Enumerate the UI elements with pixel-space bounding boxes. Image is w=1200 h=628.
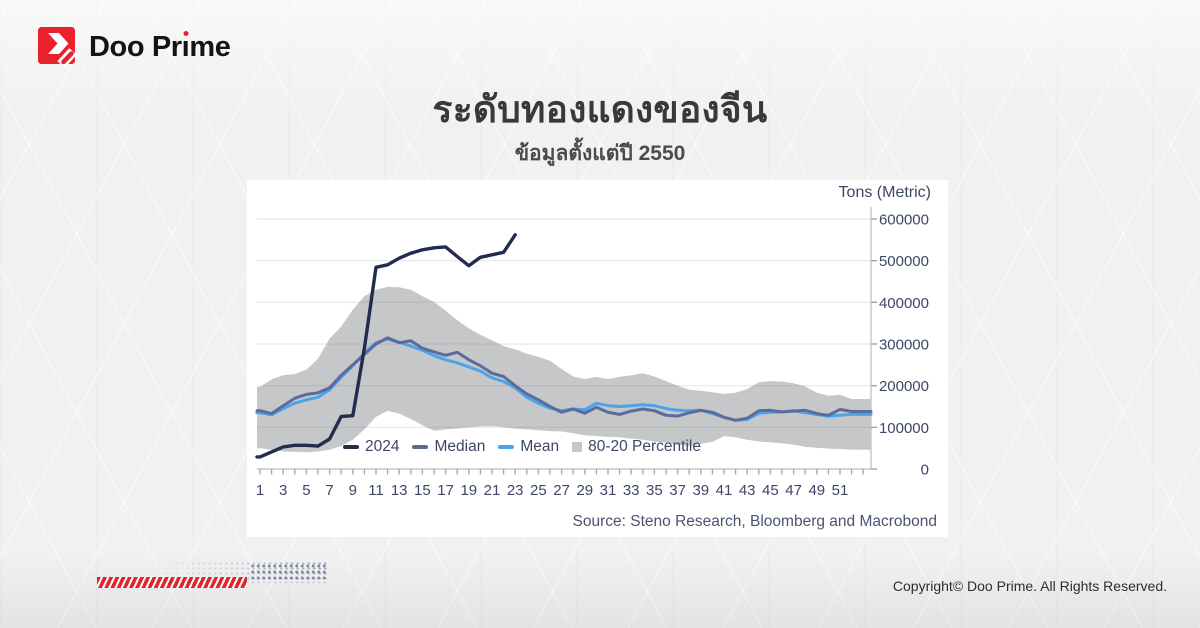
legend-item-median: Median (412, 438, 485, 456)
percentile-band (257, 286, 871, 453)
x-tick-label: 21 (484, 482, 501, 499)
legend-label: Mean (520, 438, 560, 455)
x-tick-label: 7 (325, 482, 333, 499)
copper-line-chart: 0 100000 200000 300000 400000 500000 600000 1 3 5… (247, 180, 948, 537)
dot-pattern-decoration-dense (250, 563, 326, 583)
legend-label: Median (434, 438, 486, 455)
legend-label: 2024 (365, 438, 400, 455)
legend-item-80-20-percentile: 80-20 Percentile (572, 438, 701, 456)
red-hatched-bar-decoration (97, 577, 247, 588)
x-tick-label: 41 (716, 482, 733, 499)
chart-panel: 0 100000 200000 300000 400000 500000 600000 1 3 5… (247, 180, 948, 537)
y-tick-label: 200000 (879, 378, 929, 395)
x-tick-label: 5 (302, 482, 310, 499)
y-tick-label: 0 (921, 462, 929, 479)
y-axis-unit-label: Tons (Metric) (838, 184, 931, 201)
legend-item-2024: 2024 (343, 438, 399, 456)
page-subtitle: ข้อมูลตั้งแต่ปี 2550 (514, 142, 686, 165)
x-tick-label: 17 (437, 482, 454, 499)
y-tick-label: 600000 (879, 212, 929, 229)
x-tick-label: 37 (669, 482, 686, 499)
y-tick-label: 500000 (879, 253, 929, 270)
doo-prime-logo: Doo Pr ıme (38, 27, 231, 67)
x-tick-label: 43 (739, 482, 756, 499)
x-tick-label: 9 (349, 482, 357, 499)
x-tick-label: 1 (256, 482, 264, 499)
x-tick-label: 25 (530, 482, 547, 499)
legend-label: 80-20 Percentile (588, 438, 701, 455)
legend-line-marker (498, 445, 515, 449)
legend-line-marker (412, 445, 429, 449)
x-tick-label: 31 (600, 482, 617, 499)
doo-prime-logo-icon (38, 27, 77, 67)
x-tick-label: 49 (808, 482, 825, 499)
x-tick-label: 39 (692, 482, 709, 499)
series-line-2024 (255, 233, 517, 459)
logo-i-dot (183, 31, 188, 36)
x-tick-label: 47 (785, 482, 802, 499)
doo-prime-logo-text: Doo Pr ıme (89, 31, 231, 63)
x-tick-label: 29 (576, 482, 593, 499)
y-tick-label: 300000 (879, 337, 929, 354)
x-tick-label: 23 (507, 482, 524, 499)
legend-item-mean: Mean (498, 438, 559, 456)
source-note: Source: Steno Research, Bloomberg and Ma… (572, 513, 937, 530)
x-tick-label: 15 (414, 482, 431, 499)
y-tick-label: 100000 (879, 420, 929, 437)
x-tick-label: 13 (391, 482, 408, 499)
chart-legend: 2024 Median Mean 80-20 Percentile (343, 438, 701, 456)
x-tick-label: 51 (832, 482, 849, 499)
legend-line-marker (343, 445, 359, 449)
y-tick-label: 400000 (879, 295, 929, 312)
x-tick-label: 3 (279, 482, 287, 499)
x-tick-label: 27 (553, 482, 570, 499)
page-title: ระดับทองแดงของจีน (432, 89, 768, 130)
series-line-median (255, 336, 873, 422)
copyright-note: Copyright© Doo Prime. All Rights Reserve… (892, 578, 1167, 594)
x-tick-label: 45 (762, 482, 779, 499)
x-tick-label: 33 (623, 482, 640, 499)
x-tick-label: 11 (368, 482, 384, 499)
x-tick-label: 35 (646, 482, 663, 499)
legend-square-marker (572, 442, 583, 452)
x-tick-label: 19 (460, 482, 477, 499)
